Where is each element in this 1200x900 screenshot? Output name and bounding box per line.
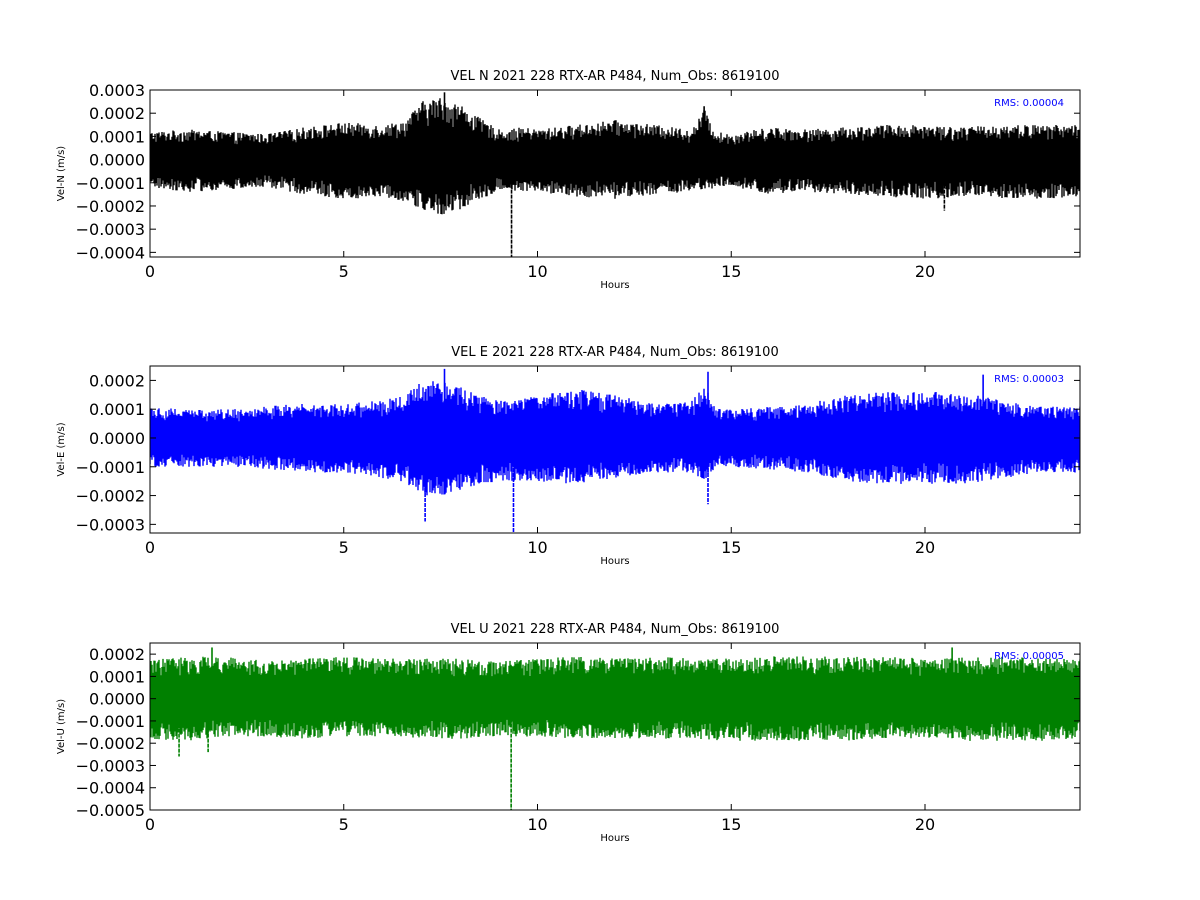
y-tick-label: −0.0003 [76,756,145,775]
y-tick-label: −0.0005 [76,801,145,820]
x-axis-label: Hours [600,280,629,291]
panel-title: VEL N 2021 228 RTX-AR P484, Num_Obs: 861… [451,69,780,84]
x-tick-label: 5 [339,538,349,557]
panel-1: 0 5 10 15 20 0.0003 0.0002 0.0001 0.0000 −0.0001 −… [56,69,1081,291]
y-tick-label: 0.0003 [89,81,145,100]
series-trace [150,368,1080,533]
rms-annotation: RMS: 0.00004 [994,98,1064,109]
axes-frame [149,642,1081,811]
y-tick-label: 0.0001 [89,400,145,419]
y-tick-label: 0.0000 [89,690,145,709]
axes-frame [149,365,1081,534]
x-tick-label: 20 [915,538,935,557]
y-tick-label: −0.0002 [76,734,145,753]
y-tick-label: 0.0001 [89,127,145,146]
x-tick-label: 10 [527,538,547,557]
y-tick-label: −0.0001 [76,712,145,731]
x-tick-label: 15 [721,262,741,281]
series-trace [150,647,1080,810]
y-tick-label: 0.0001 [89,667,145,686]
y-tick-label: 0.0002 [89,371,145,390]
panel-3: 0 5 10 15 20 0.0002 0.0001 0.0000 −0.0001 −0.0002… [56,622,1081,844]
y-tick-label: −0.0001 [76,174,145,193]
x-tick-label: 10 [527,262,547,281]
x-tick-label: 20 [915,262,935,281]
x-axis-label: Hours [600,833,629,844]
x-tick-label: 5 [339,262,349,281]
panel-2: 0 5 10 15 20 0.0002 0.0001 0.0000 −0.0001 −0.0002… [56,345,1081,567]
y-tick-label: −0.0004 [76,243,145,262]
x-tick-label: 15 [721,538,741,557]
x-tick-label: 0 [145,262,155,281]
x-tick-label: 20 [915,815,935,834]
y-axis-label: Vel-U (m/s) [56,699,67,754]
y-tick-label: −0.0003 [76,515,145,534]
y-tick-label: 0.0002 [89,104,145,123]
y-tick-label: 0.0000 [89,151,145,170]
panel-title: VEL E 2021 228 RTX-AR P484, Num_Obs: 861… [451,345,778,360]
panel-title: VEL U 2021 228 RTX-AR P484, Num_Obs: 861… [451,622,780,637]
x-tick-label: 0 [145,815,155,834]
series-band [150,656,1080,741]
series-band [150,381,1080,496]
rms-annotation: RMS: 0.00005 [994,651,1064,662]
x-tick-label: 5 [339,815,349,834]
y-axis-label: Vel-E (m/s) [56,422,67,476]
x-axis-label: Hours [600,556,629,567]
x-tick-label: 10 [527,815,547,834]
series-band [150,98,1080,215]
y-tick-label: −0.0004 [76,779,145,798]
y-tick-label: −0.0003 [76,220,145,239]
y-tick-label: 0.0000 [89,429,145,448]
rms-annotation: RMS: 0.00003 [994,374,1064,385]
x-tick-label: 15 [721,815,741,834]
y-tick-label: −0.0001 [76,458,145,477]
y-axis-label: Vel-N (m/s) [56,146,67,201]
series-trace [150,92,1080,257]
y-tick-label: −0.0002 [76,487,145,506]
y-tick-label: 0.0002 [89,645,145,664]
x-tick-label: 0 [145,538,155,557]
y-tick-label: −0.0002 [76,197,145,216]
axes-frame [149,89,1081,258]
